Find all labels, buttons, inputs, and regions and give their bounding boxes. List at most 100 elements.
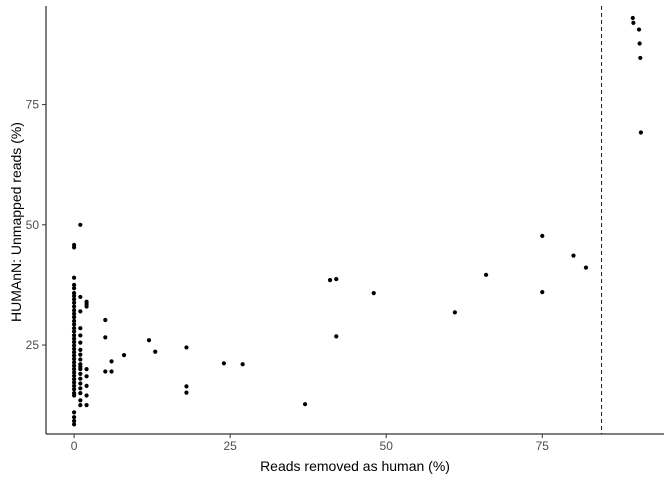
data-point [71, 366, 77, 372]
data-point [631, 20, 636, 25]
data-point [184, 384, 189, 389]
data-point [71, 410, 77, 415]
data-point [71, 373, 77, 378]
data-point [71, 387, 77, 392]
data-point [630, 15, 635, 21]
x-tick-label: 0 [71, 439, 78, 453]
data-point [221, 361, 227, 366]
data-point [109, 369, 114, 374]
data-point [71, 350, 77, 355]
data-point [71, 363, 77, 368]
data-point [78, 222, 83, 227]
data-point [78, 333, 83, 338]
data-points [71, 15, 644, 427]
data-point [78, 326, 83, 331]
data-point [84, 366, 89, 372]
data-point [636, 27, 642, 32]
x-tick-label: 75 [536, 439, 550, 453]
y-tick-label: 75 [26, 98, 40, 112]
data-point [583, 265, 589, 270]
data-point [84, 304, 89, 309]
data-point [71, 322, 77, 327]
data-point [103, 335, 108, 340]
data-point [184, 345, 189, 350]
data-point [84, 374, 89, 379]
data-point [71, 245, 77, 250]
data-point [302, 402, 308, 407]
data-point [637, 41, 642, 46]
data-point [71, 380, 77, 385]
data-point [153, 349, 158, 354]
data-point [71, 336, 77, 341]
data-point [71, 300, 77, 305]
data-point [71, 356, 77, 362]
data-point [71, 377, 77, 382]
x-tick-label: 50 [380, 439, 394, 453]
data-point [78, 403, 83, 408]
data-point [71, 297, 77, 302]
data-point [540, 290, 545, 295]
data-point [71, 418, 77, 424]
data-point [78, 386, 83, 391]
data-point [71, 343, 77, 348]
data-point [71, 275, 77, 280]
data-point [571, 253, 576, 258]
data-point [71, 318, 77, 324]
data-point [78, 391, 83, 396]
data-point [540, 233, 545, 238]
data-point [84, 393, 89, 398]
data-point [71, 393, 77, 398]
data-point [78, 347, 83, 352]
y-tick-label: 50 [26, 218, 40, 232]
data-point [78, 371, 83, 376]
data-point [71, 370, 77, 375]
data-point [71, 353, 77, 358]
data-point [78, 376, 83, 381]
data-point [78, 366, 83, 372]
y-axis-ticks: 25 50 75 [26, 98, 46, 352]
axes [45, 6, 664, 435]
data-point [483, 272, 489, 277]
data-point [78, 294, 83, 300]
data-point [71, 340, 77, 345]
data-point [78, 357, 83, 362]
data-point [78, 309, 83, 314]
data-point [78, 381, 83, 386]
data-point [71, 304, 77, 309]
data-point [240, 362, 245, 367]
data-point [71, 422, 77, 427]
data-point [184, 390, 189, 395]
data-point [84, 383, 89, 389]
data-point [78, 398, 83, 403]
data-point [638, 55, 643, 61]
data-point [71, 293, 77, 299]
x-tick-label: 25 [223, 439, 237, 453]
data-point [452, 310, 457, 315]
data-point [71, 329, 77, 334]
data-point [71, 415, 77, 420]
data-point [71, 360, 77, 365]
data-point [71, 290, 77, 296]
data-point [334, 334, 339, 339]
data-point [103, 317, 108, 323]
data-point [71, 308, 77, 313]
data-point [327, 278, 333, 283]
x-axis-ticks: 0 25 50 75 [71, 434, 550, 453]
data-point [638, 130, 644, 135]
data-point [371, 290, 376, 296]
data-point [84, 403, 89, 408]
data-point [71, 315, 77, 320]
data-point [78, 352, 83, 357]
data-point [71, 326, 77, 331]
x-axis-title: Reads removed as human (%) [260, 458, 450, 474]
data-point [71, 346, 77, 351]
data-point [78, 340, 83, 345]
data-point [71, 311, 77, 316]
data-point [71, 383, 77, 389]
data-point [71, 282, 77, 288]
data-point [334, 277, 339, 282]
data-point [109, 359, 114, 364]
data-point [121, 353, 127, 358]
data-point [103, 369, 108, 374]
